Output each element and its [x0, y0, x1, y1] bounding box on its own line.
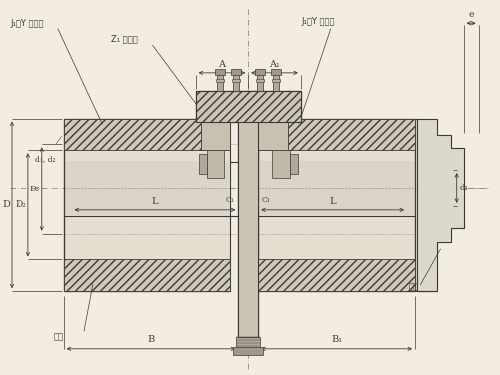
Text: A: A [218, 60, 226, 69]
Text: L: L [152, 197, 158, 206]
Bar [258, 162, 415, 216]
Bar [64, 162, 230, 216]
Bar [232, 79, 240, 82]
Text: J₁、Y 型轴孔: J₁、Y 型轴孔 [302, 17, 336, 26]
Text: C₁: C₁ [226, 196, 235, 204]
Bar [196, 91, 301, 123]
Text: A₁: A₁ [269, 60, 280, 69]
Text: 标志: 标志 [54, 332, 64, 341]
Text: D: D [2, 200, 10, 209]
Text: d₁, d₂: d₁, d₂ [35, 155, 56, 163]
Text: J₁、Y 型轴孔: J₁、Y 型轴孔 [10, 19, 43, 28]
Bar [258, 260, 415, 291]
Text: D₃: D₃ [30, 185, 40, 193]
Bar [257, 73, 263, 91]
Text: L: L [330, 197, 336, 206]
Bar [255, 69, 265, 75]
Text: Z₁ 型轴孔: Z₁ 型轴孔 [112, 34, 138, 44]
Bar [216, 79, 224, 82]
Text: B₁: B₁ [331, 335, 342, 344]
Bar [271, 69, 281, 75]
Bar [64, 118, 230, 150]
Text: H: H [208, 166, 215, 174]
Bar [216, 69, 226, 75]
Bar [258, 118, 415, 150]
Text: e: e [468, 10, 474, 19]
Text: C₁: C₁ [262, 196, 270, 204]
Bar [218, 73, 224, 91]
Text: H: H [282, 166, 288, 174]
Bar [236, 337, 260, 349]
Bar [196, 91, 301, 123]
Bar [64, 118, 230, 291]
Bar [206, 150, 224, 178]
Bar [256, 79, 264, 82]
Bar [200, 118, 230, 150]
Bar [234, 73, 239, 91]
Bar [234, 347, 263, 355]
Text: D₂: D₂ [15, 200, 26, 209]
Polygon shape [417, 118, 464, 291]
Bar [258, 118, 415, 291]
Bar [272, 150, 290, 178]
Bar [64, 260, 230, 291]
Text: 标志: 标志 [409, 283, 419, 292]
Text: d₂: d₂ [460, 184, 468, 192]
Text: B: B [148, 335, 154, 344]
Bar [290, 154, 298, 174]
Bar [232, 69, 241, 75]
Bar [238, 91, 258, 337]
Bar [198, 154, 206, 174]
Bar [273, 73, 279, 91]
Bar [272, 79, 280, 82]
Bar [258, 118, 288, 150]
